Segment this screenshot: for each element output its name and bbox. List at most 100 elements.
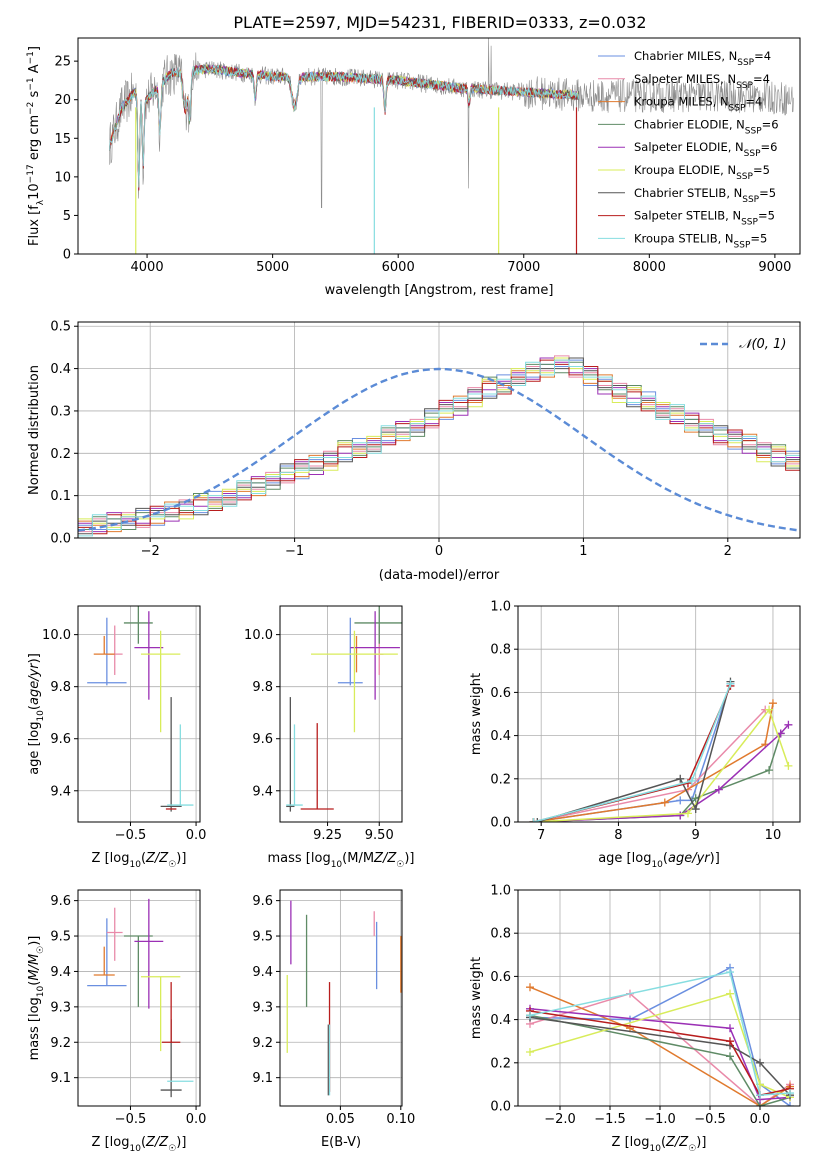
label-part: =5 xyxy=(759,186,776,200)
axes: −2 −1 0 1 2 0.0 0.1 0.2 0.3 0.4 0.5 xyxy=(50,320,801,559)
series-kroupa_elodie xyxy=(529,705,793,822)
y-tick-label: 0.1 xyxy=(50,489,71,504)
axes-frame xyxy=(77,889,201,1107)
gaussian-curve xyxy=(78,367,800,532)
x-tick-label: 0.0 xyxy=(186,1112,207,1127)
y-axis-label: mass weight xyxy=(469,673,484,755)
label-part: A xyxy=(27,64,42,77)
label-part: 10 xyxy=(36,985,46,997)
errorbar-salpeter_miles xyxy=(106,907,123,961)
y-tick-label: 0.5 xyxy=(50,320,71,335)
label-part: Kroupa ELODIE, N xyxy=(634,163,736,177)
y-tick-label: 9.3 xyxy=(50,1000,71,1015)
y-tick-label: 10 xyxy=(54,170,71,185)
axes: 4000 5000 6000 7000 8000 9000 0 5 10 15 20 25 xyxy=(54,37,801,275)
label-part: Salpeter STELIB, N xyxy=(634,209,741,223)
label-part: ( xyxy=(141,1135,146,1150)
y-tick-label: 9.8 xyxy=(50,680,71,695)
label-part: ☉ xyxy=(168,860,176,870)
label-part: =5 xyxy=(758,209,775,223)
x-tick-label: 9 xyxy=(692,828,700,843)
label-part: 10 xyxy=(27,183,42,200)
series-line xyxy=(529,986,791,1106)
series-marker xyxy=(526,1048,534,1056)
series-line xyxy=(533,733,782,822)
y-tick-label: 5 xyxy=(63,209,71,224)
legend-label: Kroupa STELIB, NSSP=5 xyxy=(634,231,767,250)
errorbar-salpeter_elodie xyxy=(134,611,164,700)
x-tick-label: −0.5 xyxy=(115,828,147,843)
errorbar-kroupa_miles xyxy=(93,635,115,655)
series-marker xyxy=(765,705,774,714)
label-part: age [log xyxy=(27,722,42,775)
series-marker xyxy=(676,774,685,783)
errorbar-chabrier_miles xyxy=(87,617,127,686)
label-part: Flux [f xyxy=(27,205,42,246)
x-tick-label: −0.5 xyxy=(115,1112,147,1127)
label-part: Z [log xyxy=(612,1135,650,1150)
label-part: Salpeter ELODIE, N xyxy=(634,140,744,154)
mass-weight-vs-metallicity-panel: −2.0 −1.5 −1.0 −0.5 0.0 0.0 0.2 0.4 0.6 0.8 1.0 Z [… xyxy=(469,884,801,1154)
label-part: mass [log xyxy=(268,851,331,866)
errorbar-kroupa_elodie xyxy=(140,976,181,1052)
y-tick-label: 1.0 xyxy=(490,884,511,899)
x-tick-label: −2 xyxy=(141,544,160,559)
errorbar-kroupa_elodie xyxy=(140,630,181,733)
label-part: )] xyxy=(710,851,720,866)
y-tick-label: 9.8 xyxy=(252,680,273,695)
label-part: )] xyxy=(696,1135,706,1150)
label-part: SSP xyxy=(734,240,751,250)
x-tick-label: 7000 xyxy=(507,260,540,275)
x-axis-label: Z [log10(Z/Z☉)] xyxy=(612,1135,707,1154)
axes: −2.0 −1.5 −1.0 −0.5 0.0 0.0 0.2 0.4 0.6 0.8 1.0 xyxy=(490,884,801,1127)
legend-label: Salpeter STELIB, NSSP=5 xyxy=(634,209,775,228)
y-tick-label: 0.8 xyxy=(490,643,511,658)
residual-histogram-panel: −2 −1 0 1 2 0.0 0.1 0.2 0.3 0.4 0.5 𝒩(0, 1) (data-mo… xyxy=(27,320,801,583)
y-tick-label: 9.6 xyxy=(50,894,71,909)
label-part: Chabrier MILES, N xyxy=(634,49,737,63)
plot-area xyxy=(87,898,194,1098)
errorbar-chabrier_miles xyxy=(337,617,363,686)
observed-spectrum-line xyxy=(109,38,794,208)
legend-label: Salpeter MILES, NSSP=4 xyxy=(634,72,770,91)
y-tick-label: 9.2 xyxy=(50,1036,71,1051)
series-line xyxy=(533,724,789,822)
y-tick-label: 9.5 xyxy=(50,930,71,945)
y-tick-label: 9.4 xyxy=(252,965,273,980)
series-marker xyxy=(726,1052,734,1061)
x-tick-label: −0.5 xyxy=(694,1112,726,1127)
x-tick-label: 7 xyxy=(537,828,545,843)
axes: −0.5 0.0 9.4 9.6 9.8 10.0 xyxy=(42,605,206,843)
errorbar-chabrier_stelib xyxy=(160,697,182,812)
series-marker xyxy=(784,720,793,729)
label-part: SSP xyxy=(736,172,753,182)
y-tick-label: 9.5 xyxy=(252,930,273,945)
histogram-chabrier_stelib xyxy=(78,357,800,535)
legend-label: Salpeter ELODIE, NSSP=6 xyxy=(634,140,777,159)
errorbar-salpeter_elodie xyxy=(134,898,164,1009)
label-part: Kroupa MILES, N xyxy=(634,95,729,109)
x-axis-label: mass [log10(M/MZ/Z☉)] xyxy=(268,851,415,870)
y-tick-label: 0.0 xyxy=(490,816,511,831)
series-marker xyxy=(756,1091,764,1100)
x-tick-label: 0.10 xyxy=(386,1112,415,1127)
series-marker xyxy=(786,1102,794,1106)
series-marker xyxy=(660,798,669,807)
label-part: ☉ xyxy=(688,1144,696,1154)
errorbar-chabrier_elodie xyxy=(354,606,402,644)
label-part: M/M xyxy=(27,954,42,981)
series-line xyxy=(529,971,791,1096)
plot-area xyxy=(78,355,800,537)
label-part: =4 xyxy=(754,49,771,63)
x-tick-label: 0.05 xyxy=(326,1112,355,1127)
y-tick-label: 9.1 xyxy=(252,1071,273,1086)
y-tick-label: 9.1 xyxy=(50,1071,71,1086)
label-part: SSP xyxy=(736,81,753,91)
label-part: =5 xyxy=(750,231,767,245)
y-tick-label: 9.6 xyxy=(252,894,273,909)
label-part: )] xyxy=(27,653,42,663)
y-tick-label: 9.3 xyxy=(252,1000,273,1015)
age-vs-metallicity-panel: −0.5 0.09.49.69.810.0Z [log10(Z/Z☉)]age [… xyxy=(27,605,206,870)
label-part: −1 xyxy=(26,51,36,64)
